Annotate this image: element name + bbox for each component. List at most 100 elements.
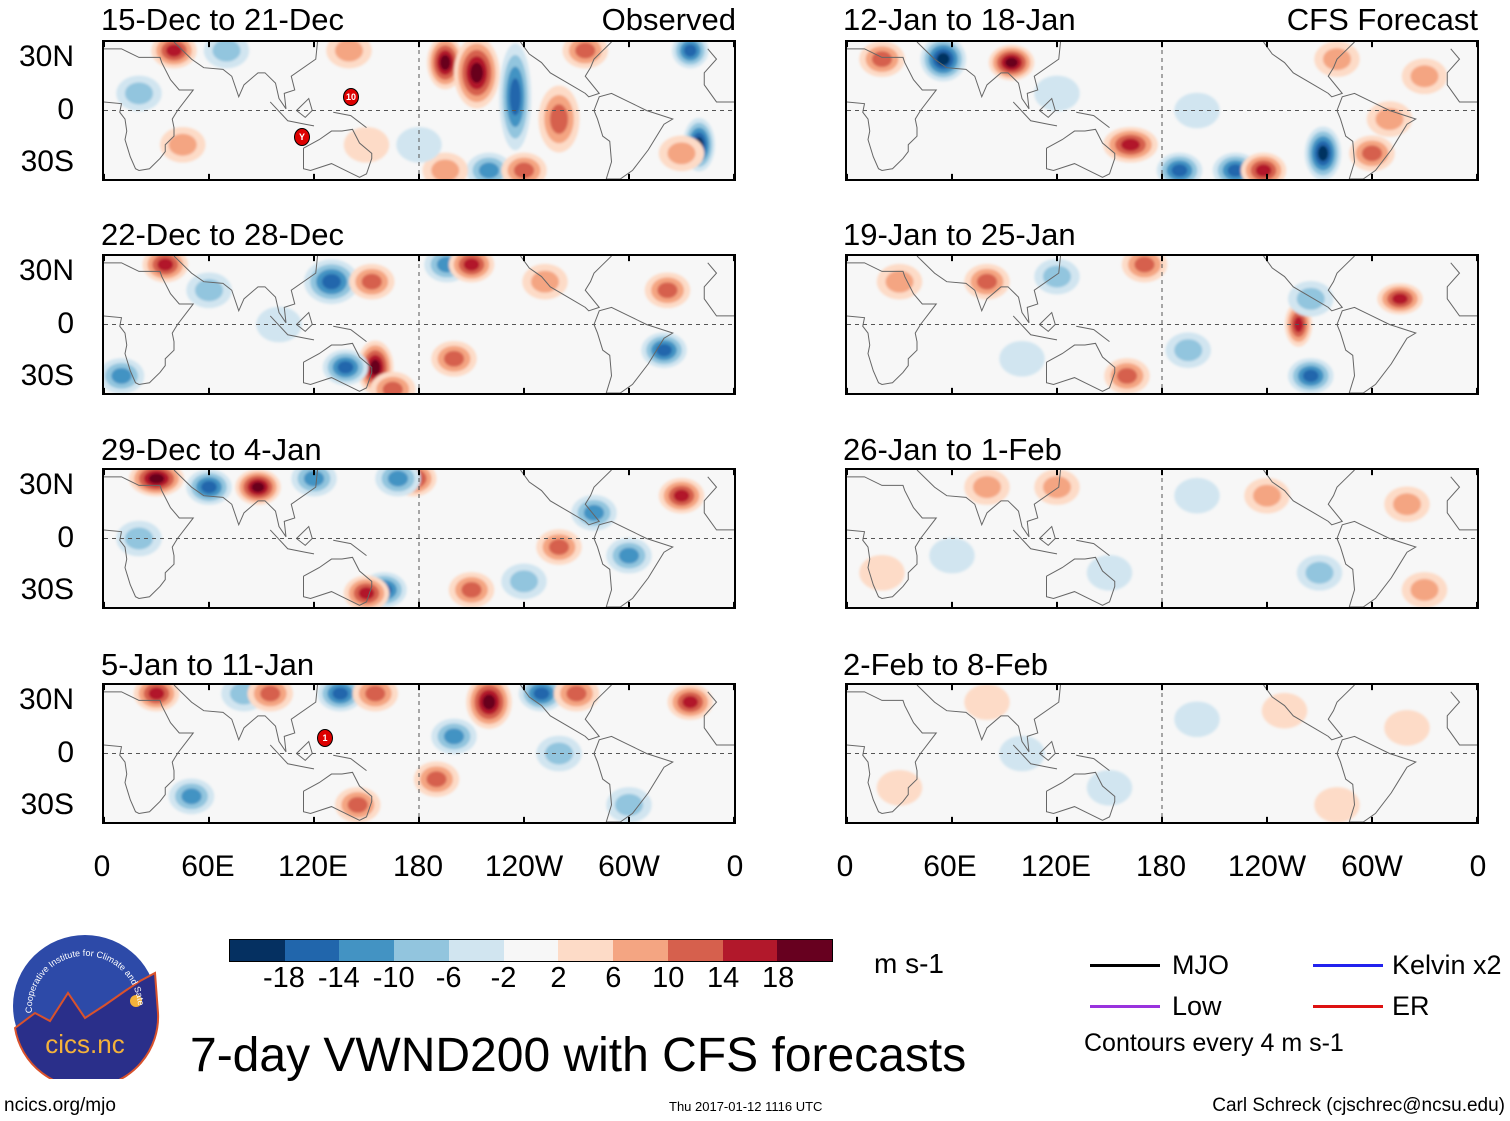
colorbar-swatch (284, 940, 340, 961)
contour-note: Contours every 4 m s-1 (1084, 1029, 1344, 1057)
coastline (174, 256, 318, 323)
positive-anomaly (148, 687, 165, 700)
coastline (704, 49, 734, 102)
positive-anomaly (440, 54, 451, 71)
cics-logo: Cooperative Institute for Climate and Sa… (10, 933, 160, 1079)
panel-title: 26-Jan to 1-Feb (843, 432, 1062, 467)
colorbar-swatch (339, 940, 395, 961)
positive-anomaly (1393, 493, 1421, 516)
positive-anomaly (513, 162, 535, 179)
negative-anomaly (212, 42, 241, 62)
map-panel (845, 468, 1479, 609)
colorbar-label: -2 (490, 962, 517, 994)
positive-anomaly (1375, 108, 1404, 131)
colorbar-swatch (613, 940, 668, 961)
negative-anomaly (683, 44, 697, 57)
positive-anomaly (461, 581, 482, 598)
lat-label: 30N (18, 468, 74, 501)
positive-anomaly (549, 104, 569, 134)
coastline (1013, 530, 1057, 554)
colorbar-swatch (448, 940, 504, 961)
positive-anomaly (1043, 476, 1071, 499)
vwnd-field (847, 42, 1477, 179)
positive-anomaly (463, 258, 480, 271)
coastline (104, 477, 193, 599)
positive-anomaly (426, 771, 447, 788)
lon-label: 120W (1227, 850, 1307, 883)
coastline (847, 692, 936, 814)
positive-anomaly (168, 133, 197, 156)
coastline (917, 256, 1061, 323)
lat-label: 0 (57, 93, 74, 126)
positive-anomaly (251, 482, 265, 493)
lat-label: 0 (57, 736, 74, 769)
colorbar-swatch (394, 940, 449, 961)
positive-anomaly (365, 685, 386, 702)
negative-anomaly (195, 279, 223, 302)
vwnd-field (104, 256, 734, 393)
positive-anomaly (361, 273, 382, 290)
positive-anomaly (470, 62, 484, 84)
lat-label: 30S (20, 573, 74, 606)
positive-anomaly (443, 350, 465, 367)
coastline (847, 477, 936, 599)
positive-anomaly (575, 42, 596, 59)
positive-anomaly (1392, 293, 1408, 305)
positive-anomaly (260, 685, 281, 702)
negative-anomaly (1174, 92, 1220, 129)
panel-title: 5-Jan to 11-Jan (101, 647, 315, 682)
kelvin-legend-line (1313, 964, 1383, 967)
coastline (297, 99, 313, 118)
negative-anomaly (303, 470, 325, 487)
vwnd-field (847, 685, 1477, 822)
positive-anomaly (667, 142, 696, 165)
figure-title: 7-day VWND200 with CFS forecasts (190, 1029, 967, 1082)
colorbar (229, 939, 833, 962)
negative-anomaly (615, 793, 643, 816)
panel-title: 22-Dec to 28-Dec (101, 217, 344, 252)
positive-anomaly (1255, 164, 1272, 177)
map-panel (102, 468, 736, 609)
negative-anomaly (201, 480, 217, 494)
map-panel (845, 254, 1479, 395)
negative-anomaly (656, 343, 672, 357)
lat-label: 30S (20, 145, 74, 178)
positive-anomaly (1410, 578, 1439, 601)
positive-anomaly (148, 473, 165, 484)
negative-anomaly (181, 788, 202, 805)
positive-anomaly (531, 270, 559, 293)
negative-anomaly (1174, 477, 1220, 514)
negative-anomaly (337, 361, 354, 374)
negative-anomaly (583, 504, 605, 521)
panel-title: 2-Feb to 8-Feb (843, 647, 1049, 682)
negative-anomaly (545, 742, 573, 765)
colorbar-label: -10 (372, 962, 415, 994)
tropical-cyclone-marker: Y (294, 128, 310, 146)
negative-anomaly (510, 570, 538, 593)
coastline (1040, 527, 1056, 546)
negative-anomaly (1171, 164, 1188, 177)
positive-anomaly (1253, 484, 1281, 507)
positive-anomaly (673, 489, 690, 502)
positive-anomaly (157, 258, 174, 271)
positive-anomaly (976, 273, 998, 290)
lon-label: 120E (277, 850, 349, 883)
vwnd-field (104, 685, 734, 822)
coastline (1040, 313, 1056, 332)
coastline (1076, 755, 1109, 770)
coastline (333, 112, 366, 127)
positive-anomaly (1005, 57, 1018, 68)
map-panel (102, 254, 736, 395)
lon-label: 60E (923, 850, 977, 883)
coastline (297, 742, 313, 761)
positive-anomaly (382, 381, 403, 393)
map-panel (845, 683, 1479, 824)
coastline (304, 557, 372, 605)
observed-label: Observed (601, 2, 736, 37)
tropical-cyclone-marker: 1 (317, 729, 333, 747)
coastline (270, 316, 314, 340)
coastline (1337, 521, 1416, 607)
colorbar-label: 14 (707, 962, 740, 994)
map-panel (845, 40, 1479, 181)
